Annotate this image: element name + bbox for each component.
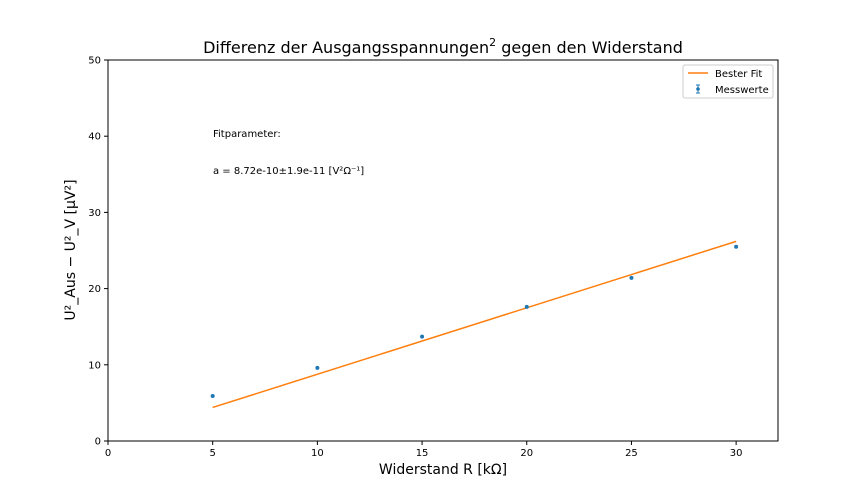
chart-title-superscript: 2 bbox=[489, 36, 496, 49]
y-tick-label: 30 bbox=[88, 208, 101, 219]
x-tick-label: 30 bbox=[730, 448, 743, 459]
data-point bbox=[524, 304, 529, 309]
x-tick-label: 10 bbox=[311, 448, 324, 459]
legend-marker bbox=[696, 87, 700, 91]
x-axis-label: Widerstand R [kΩ] bbox=[379, 462, 507, 478]
x-tick-label: 25 bbox=[625, 448, 638, 459]
chart-title: Differenz der Ausgangsspannungen2 gegen … bbox=[203, 36, 683, 57]
y-axis-ticks: 0 10 20 30 40 50 bbox=[88, 56, 108, 448]
fit-parameter-heading: Fitparameter: bbox=[213, 129, 281, 140]
x-tick-label: 15 bbox=[416, 448, 429, 459]
y-tick-label: 10 bbox=[88, 360, 101, 371]
data-point bbox=[420, 334, 425, 339]
y-tick-label: 20 bbox=[88, 284, 101, 295]
legend-label-fit: Bester Fit bbox=[715, 69, 762, 80]
x-tick-label: 20 bbox=[520, 448, 533, 459]
legend: Bester Fit Messwerte bbox=[682, 64, 774, 99]
series-layer bbox=[210, 240, 739, 409]
legend-label-measured: Messwerte bbox=[715, 85, 769, 96]
x-tick-label: 5 bbox=[210, 448, 216, 459]
x-axis-ticks: 0 5 10 15 20 25 30 bbox=[105, 441, 743, 459]
chart-title-rest: gegen den Widerstand bbox=[496, 38, 683, 57]
y-tick-label: 0 bbox=[95, 437, 101, 448]
y-tick-label: 50 bbox=[88, 56, 101, 67]
data-point bbox=[315, 365, 320, 370]
data-point bbox=[210, 394, 215, 399]
y-tick-label: 40 bbox=[88, 132, 101, 143]
y-axis-label: U²_Aus − U²_V [µV²] bbox=[63, 179, 79, 320]
data-point bbox=[734, 244, 739, 249]
fit-parameter-value: a = 8.72e-10±1.9e-11 [V²Ω⁻¹] bbox=[213, 166, 364, 177]
chart-title-main: Differenz der Ausgangsspannungen bbox=[203, 38, 489, 57]
data-point bbox=[629, 275, 634, 280]
x-tick-label: 0 bbox=[105, 448, 111, 459]
plot-area bbox=[107, 59, 779, 442]
fit-line bbox=[212, 240, 737, 409]
